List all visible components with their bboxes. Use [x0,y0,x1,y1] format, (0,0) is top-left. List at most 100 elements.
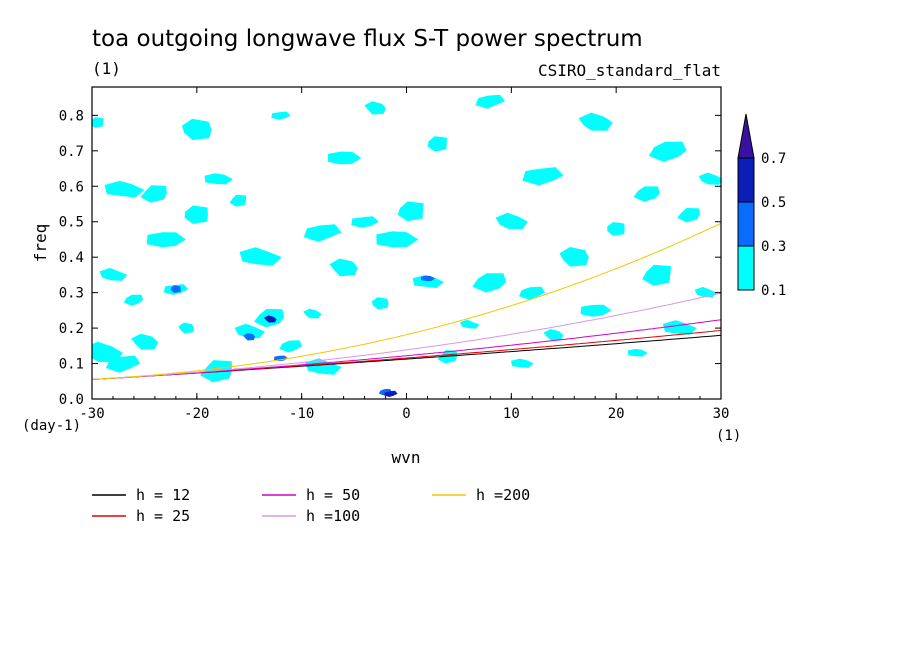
x-tick-label: -30 [79,406,104,422]
contour-blob [305,358,342,375]
contour-blob [694,286,717,298]
contour-blob [627,348,648,357]
contour-blob [511,358,534,368]
legend-label: h = 12 [136,486,190,504]
x-tick-label: 30 [713,406,730,422]
colorbar-label: 0.1 [761,283,786,299]
y-tick-label: 0.7 [59,144,84,160]
contour-blob [279,340,303,353]
y-unit-label: (day-1) [22,418,81,434]
contour-blob [633,186,660,202]
contour-blob [437,350,458,364]
colorbar: 0.1 0.3 0.5 0.7 [737,113,786,299]
x-axis-ticks: -30 -20 -10 0 10 20 30 [79,87,729,422]
contour-blob [543,329,564,341]
contour-blob [559,247,589,267]
chart-subtitle-right: CSIRO_standard_flat [538,61,721,80]
contour-blob [140,185,167,203]
contour-blob [472,273,507,293]
x-tick-label: 0 [402,406,410,422]
y-tick-label: 0.4 [59,250,84,266]
contour-blob [264,315,277,323]
contour-blob [303,224,342,242]
y-tick-label: 0.1 [59,357,84,373]
contour-blob [106,355,141,373]
x-axis-label: wvn [392,448,421,467]
contour-blob [412,275,444,288]
contour-blob [303,308,322,319]
contour-blob [328,151,362,165]
colorbar-segment [737,157,755,203]
contour-blob [475,94,505,109]
contour-blob [662,320,697,335]
contour-blob [607,222,625,236]
y-tick-label: 0.2 [59,321,84,337]
contour-blob [329,258,358,277]
contour-blob [397,201,424,222]
contour-blob [371,297,389,310]
contour-blob [642,264,671,286]
contour-blob [92,341,123,363]
contour-blob [239,247,282,266]
x-tick-label: -10 [289,406,314,422]
contour-blob [146,232,186,248]
colorbar-segment [737,201,755,247]
contour-blob [420,275,435,281]
contour-blob [384,390,398,397]
contour-blob [698,172,721,185]
contour-blob [131,333,159,350]
dispersion-curve [92,222,721,380]
y-axis-ticks: 0.0 0.1 0.2 0.3 0.4 0.5 0.6 0.7 0.8 [59,108,721,408]
colorbar-label: 0.7 [761,151,786,167]
contour-blob [578,112,613,131]
contour-blob [351,216,379,228]
contour-blob [234,323,265,339]
contour-blob [92,117,104,128]
contour-blob [580,304,612,317]
contour-blob [204,173,233,185]
contour-blob [522,167,564,186]
y-tick-label: 0.8 [59,108,84,124]
legend-label: h =100 [306,507,360,525]
y-axis-label: freq [31,224,50,263]
contour-blob [495,212,528,230]
colorbar-label: 0.3 [761,239,786,255]
contour-blob [243,333,255,341]
contour-blob [518,286,546,300]
contour-blob [376,231,419,248]
y-tick-label: 0.3 [59,286,84,302]
contour-blob [184,205,208,224]
x-tick-label: 10 [503,406,520,422]
chart-title: toa outgoing longwave flux S-T power spe… [92,26,643,52]
legend: h = 12 h = 25 h = 50 h =100 h =200 [92,486,530,525]
power-contours [92,94,721,397]
legend-label: h = 25 [136,507,190,525]
contour-blob [181,118,212,140]
contour-blob [123,294,144,306]
contour-blob [104,180,145,198]
y-tick-label: 0.0 [59,392,84,408]
contour-blob [229,194,247,207]
contour-blob [271,111,291,120]
colorbar-label: 0.5 [761,195,786,211]
y-tick-label: 0.6 [59,179,84,195]
x-tick-label: 20 [608,406,625,422]
chart-subtitle-left: (1) [92,59,121,78]
contour-blob [460,319,480,329]
contour-blob [170,285,181,293]
x-unit-label: (1) [716,428,741,444]
legend-label: h =200 [476,486,530,504]
x-tick-label: -20 [184,406,209,422]
contour-blob [427,136,447,152]
contour-blob [99,267,128,281]
y-tick-label: 0.5 [59,215,84,231]
contour-blob [178,322,194,334]
dispersion-curve [92,292,721,380]
contour-blob [677,208,700,223]
colorbar-triangle [737,113,755,159]
legend-label: h = 50 [306,486,360,504]
contour-blob [364,101,386,115]
dispersion-curves [92,222,721,380]
contour-blob [648,141,687,162]
